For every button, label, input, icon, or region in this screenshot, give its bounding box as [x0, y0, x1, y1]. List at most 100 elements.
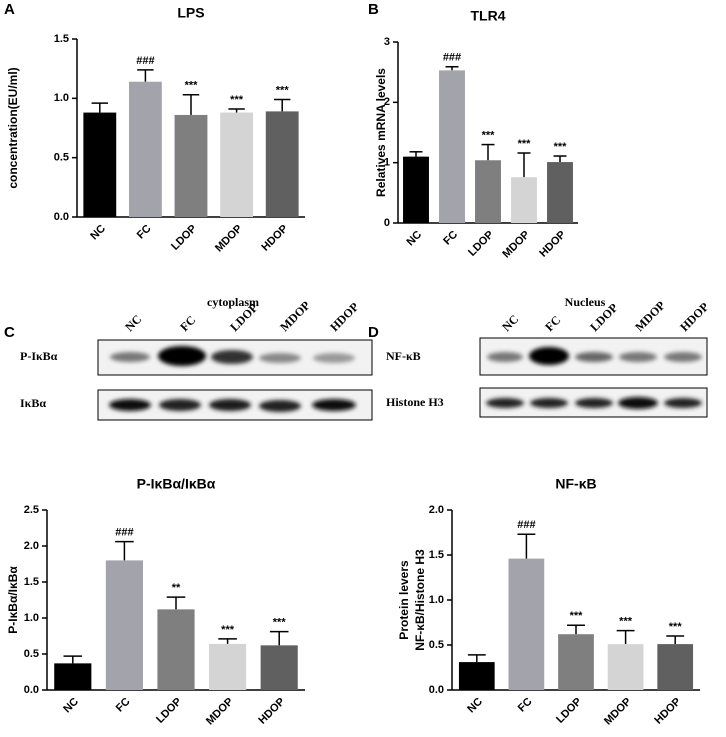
x-tick-label: MDOP — [204, 696, 236, 728]
y-tick-label: 0.0 — [24, 684, 39, 696]
bar — [54, 663, 92, 690]
x-tick-label: HDOP — [652, 696, 683, 727]
lane-label: FC — [177, 313, 198, 334]
blot-row-label: IκBα — [20, 396, 46, 410]
blot-row-label: Histone H3 — [386, 395, 444, 409]
annotation: *** — [619, 616, 633, 628]
lane-label: HDOP — [677, 300, 711, 334]
annotation: *** — [518, 138, 532, 150]
x-tick-label: MDOP — [500, 229, 532, 261]
bar — [128, 81, 162, 217]
panel-label: C — [4, 324, 15, 341]
y-tick-label: 2.5 — [24, 504, 39, 516]
x-tick-label: FC — [135, 223, 154, 242]
x-tick-label: FC — [441, 229, 460, 248]
annotation: *** — [230, 94, 244, 106]
blot-title: cytoplasm — [207, 295, 259, 309]
blot — [97, 339, 373, 421]
y-tick-label: 0.5 — [54, 152, 69, 164]
annotation: *** — [482, 129, 496, 141]
annotation: ### — [443, 52, 461, 64]
bar — [403, 156, 429, 223]
x-tick-label: FC — [114, 696, 133, 715]
annotation: *** — [669, 621, 683, 633]
lane-label: FC — [542, 313, 563, 334]
x-tick-label: HDOP — [537, 229, 568, 260]
y-tick-label: 1.0 — [54, 92, 69, 104]
annotation: ### — [136, 55, 154, 67]
y-tick-label: 1.5 — [24, 576, 39, 588]
y-axis-label: P-IκBα/IκBα — [6, 566, 20, 634]
panel-label: B — [368, 1, 379, 18]
bar — [657, 644, 694, 690]
y-tick-label: 0.0 — [429, 684, 444, 696]
blot-row-label: NF-κB — [386, 349, 421, 363]
y-tick-label: 0.5 — [24, 648, 39, 660]
annotation: *** — [273, 617, 287, 629]
x-tick-label: HDOP — [259, 223, 290, 254]
blot — [479, 337, 708, 418]
bar — [439, 70, 465, 224]
x-tick-label: LDOP — [466, 229, 496, 259]
blot-title: Nucleus — [565, 295, 606, 309]
bar — [83, 112, 117, 217]
y-tick-label: 0.5 — [429, 639, 444, 651]
annotation: ### — [517, 519, 535, 531]
bar — [511, 177, 537, 223]
bar — [607, 644, 644, 690]
y-tick-label: 3 — [384, 36, 390, 48]
y-tick-label: 0.0 — [54, 211, 69, 223]
panel-label: A — [4, 1, 15, 18]
y-axis-label: Relatives mRNA levels — [374, 68, 388, 197]
x-tick-label: LDOP — [554, 696, 584, 726]
x-tick-label: FC — [516, 696, 535, 715]
x-tick-label: HDOP — [256, 696, 287, 727]
annotation: *** — [221, 624, 235, 636]
bar — [547, 162, 573, 223]
chart-title: TLR4 — [471, 8, 506, 24]
x-tick-label: LDOP — [154, 696, 184, 726]
x-tick-label: MDOP — [213, 223, 245, 255]
bar — [265, 111, 299, 217]
x-tick-label: MDOP — [602, 696, 634, 728]
y-axis-label: Protein levers — [397, 560, 411, 640]
y-tick-label: 2.0 — [24, 540, 39, 552]
lane-label: NC — [499, 312, 521, 334]
chart-title: NF-κB — [555, 476, 596, 492]
bar — [558, 634, 594, 690]
bar — [475, 160, 501, 223]
bar — [458, 662, 495, 690]
annotation: *** — [570, 610, 584, 622]
y-tick-label: 0 — [384, 217, 390, 229]
bar — [209, 643, 247, 690]
blot-row-label: P-IκBα — [20, 349, 58, 363]
y-tick-label: 1.5 — [429, 549, 444, 561]
bar — [260, 645, 298, 690]
annotation: *** — [554, 141, 568, 153]
panel-label: D — [368, 324, 379, 341]
y-tick-label: 1.0 — [24, 612, 39, 624]
chart-title: LPS — [177, 5, 204, 21]
annotation: ** — [172, 582, 181, 594]
x-tick-label: LDOP — [169, 223, 199, 253]
x-tick-label: NC — [404, 229, 424, 249]
bar — [508, 558, 545, 690]
chart-title: P-IκBα/IκBα — [137, 476, 216, 492]
lane-label: MDOP — [632, 298, 668, 334]
bar — [105, 560, 143, 690]
bar — [174, 114, 208, 217]
y-axis-label: concentration(EU/ml) — [6, 67, 20, 188]
lane-label: HDOP — [327, 300, 361, 334]
y-axis-label: NF-κB/Histone H3 — [413, 549, 427, 651]
x-tick-label: NC — [61, 696, 81, 716]
y-tick-label: 1.0 — [429, 594, 444, 606]
annotation: *** — [185, 80, 199, 92]
y-tick-label: 2.0 — [429, 504, 444, 516]
y-tick-label: 1 — [384, 157, 390, 169]
x-tick-label: NC — [465, 696, 485, 716]
lane-label: NC — [122, 312, 144, 334]
annotation: *** — [276, 84, 290, 96]
bar — [220, 112, 254, 217]
y-tick-label: 1.5 — [54, 33, 69, 45]
